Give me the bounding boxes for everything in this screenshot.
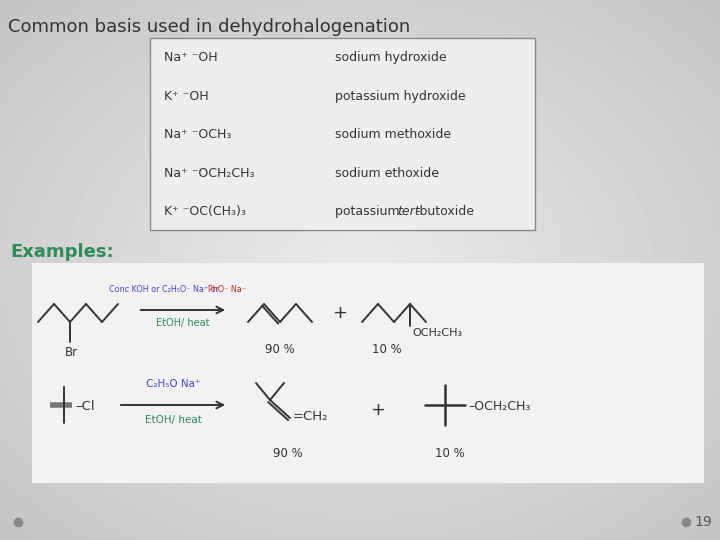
Text: K⁺ ⁻OH: K⁺ ⁻OH: [164, 90, 209, 103]
Text: Common basis used in dehydrohalogenation: Common basis used in dehydrohalogenation: [8, 18, 410, 36]
Text: sodium methoxide: sodium methoxide: [335, 129, 451, 141]
Text: K⁺ ⁻OC(CH₃)₃: K⁺ ⁻OC(CH₃)₃: [164, 205, 246, 218]
Text: –Cl: –Cl: [75, 401, 94, 414]
Text: +: +: [371, 401, 385, 419]
Text: 90 %: 90 %: [265, 343, 295, 356]
Bar: [32, 263, 704, 483]
Text: Conc KOH or C₂H₅O⁻ Na⁺ or: Conc KOH or C₂H₅O⁻ Na⁺ or: [109, 285, 221, 294]
Text: C₂H₅O Na⁺: C₂H₅O Na⁺: [145, 379, 200, 389]
Text: Na⁺ ⁻OH: Na⁺ ⁻OH: [164, 51, 217, 64]
Text: Na⁺ ⁻OCH₃: Na⁺ ⁻OCH₃: [164, 129, 231, 141]
Text: +: +: [333, 304, 348, 322]
Text: EtOH/ heat: EtOH/ heat: [156, 318, 210, 328]
Text: Examples:: Examples:: [10, 243, 114, 261]
Text: Na⁺ ⁻OCH₂CH₃: Na⁺ ⁻OCH₂CH₃: [164, 167, 254, 180]
Text: =CH₂: =CH₂: [293, 409, 328, 422]
Text: sodium hydroxide: sodium hydroxide: [335, 51, 446, 64]
Text: 10 %: 10 %: [435, 447, 465, 460]
Text: sodium ethoxide: sodium ethoxide: [335, 167, 439, 180]
Text: -butoxide: -butoxide: [415, 205, 474, 218]
Text: potassium: potassium: [335, 205, 404, 218]
Text: OCH₂CH₃: OCH₂CH₃: [412, 328, 462, 338]
Text: –OCH₂CH₃: –OCH₂CH₃: [468, 401, 531, 414]
Text: PhO⁻ Na⁻: PhO⁻ Na⁻: [208, 285, 246, 294]
Text: potassium hydroxide: potassium hydroxide: [335, 90, 466, 103]
Text: EtOH/ heat: EtOH/ heat: [145, 415, 202, 425]
Text: 90 %: 90 %: [273, 447, 303, 460]
Text: tert: tert: [397, 205, 420, 218]
Text: Br: Br: [65, 346, 78, 359]
Bar: [150, 38, 535, 230]
Text: 10 %: 10 %: [372, 343, 402, 356]
Text: 19: 19: [694, 515, 712, 529]
